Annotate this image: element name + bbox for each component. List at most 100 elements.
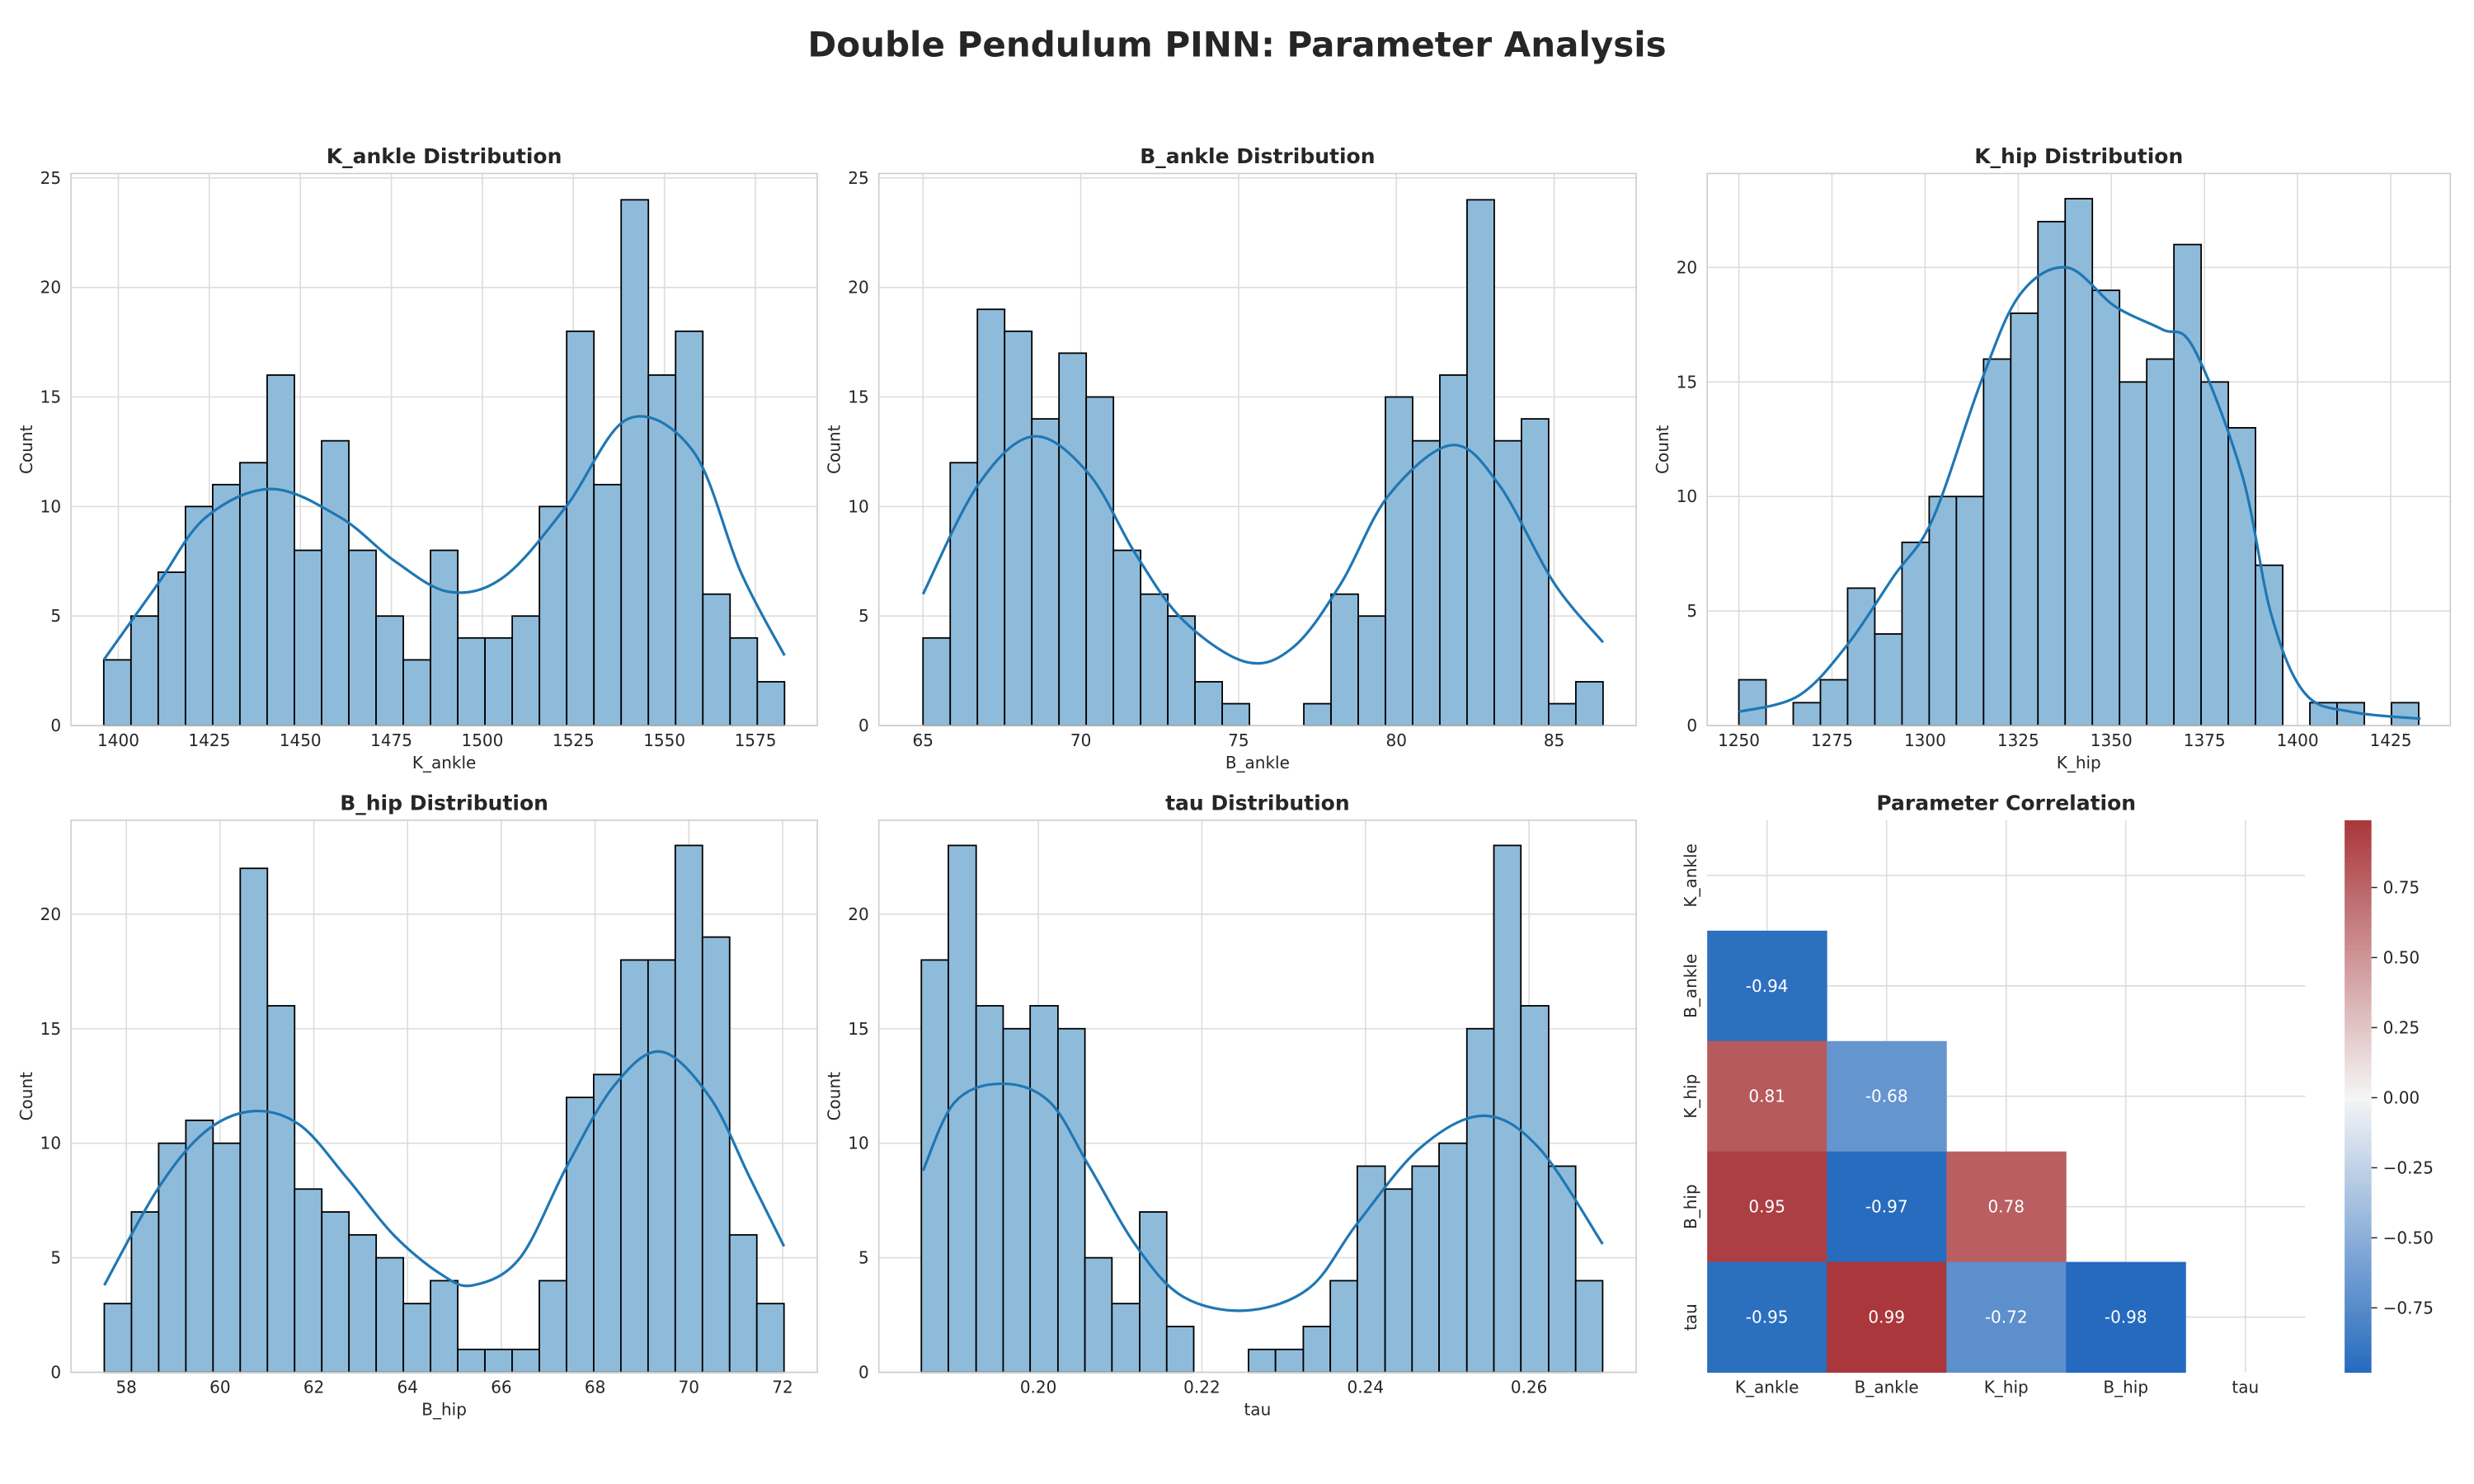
bar [1412,439,1441,727]
bar [1384,1188,1413,1374]
colorbar-strip [2345,972,2372,978]
x-tick-label: 68 [585,1378,605,1397]
bar [1901,541,1931,727]
x-tick-label: 75 [1228,730,1249,750]
colorbar-strip [2345,1165,2372,1171]
bar [266,374,295,727]
x-tick-label: 1575 [735,730,777,750]
colorbar-strip [2345,871,2372,876]
bar [1738,679,1767,727]
cell-annotation: -0.95 [1746,1308,1789,1327]
colorbar-strip [2345,912,2372,918]
colorbar-strip [2345,885,2372,890]
colorbar-strip [2345,857,2372,862]
x-tick-label: 1425 [2370,730,2412,750]
y-tick-label: 20 [1677,257,1697,277]
colorbar-strip [2345,1092,2372,1097]
colorbar-strip [2345,1289,2372,1295]
colorbar-strip [2345,866,2372,871]
bar [1439,374,1468,727]
bar [922,636,952,727]
colorbar-strip [2345,1008,2372,1014]
colorbar-strip [2345,1064,2372,1069]
x-tick-label: 0.22 [1183,1378,1221,1397]
x-tick-label: 72 [772,1378,793,1397]
colorbar-strip [2345,862,2372,867]
colorbar-strip [2345,1115,2372,1120]
x-tick-label: 1325 [1997,730,2039,750]
x-axis-label: B_hip [421,1400,467,1420]
x-tick-label: 1450 [280,730,322,750]
bar [375,1256,405,1374]
x-axis-label: B_ankle [1225,753,1290,773]
colorbar-strip [2345,976,2372,982]
colorbar-strip [2345,1142,2372,1148]
colorbar-strip [2345,1215,2372,1221]
bar [2037,220,2067,727]
x-tick-label: tau [2232,1378,2259,1397]
heatmap-cell [1946,1151,2067,1263]
kde-line [921,434,1605,665]
x-axis-label: tau [1244,1400,1271,1420]
x-tick-label: 85 [1544,730,1564,750]
x-tick-label: 1350 [2091,730,2133,750]
colorbar-strip [2345,898,2372,904]
colorbar-strip [2345,1202,2372,1208]
colorbar-tick-label: 0.00 [2383,1087,2420,1107]
kde-line [103,1050,786,1288]
bar [2010,312,2039,727]
colorbar-tick-label: −0.25 [2383,1158,2434,1177]
x-tick-label: 58 [115,1378,136,1397]
y-tick-label: 5 [1686,601,1697,621]
colorbar-strip [2345,939,2372,946]
colorbar-strip [2345,1331,2372,1336]
heatmap-cell [1827,1040,1947,1153]
bar [1085,396,1115,727]
colorbar-strip [2345,1082,2372,1088]
y-axis-label: Count [16,1072,36,1121]
bar [294,549,322,727]
bar [375,615,404,727]
colorbar-strip [2345,1151,2372,1157]
colorbar-strip [2345,1349,2372,1355]
bar [157,571,186,727]
colorbar-strip [2345,1128,2372,1134]
bar [1465,1027,1495,1374]
bar [129,615,159,727]
heatmap-cell [2066,1261,2186,1374]
y-tick-label: B_hip [1681,1184,1700,1229]
colorbar-strip [2345,1266,2372,1272]
cell-annotation: 0.99 [1868,1308,1905,1327]
bar [1792,702,1822,727]
colorbar-strip [2345,1354,2372,1360]
y-tick-label: 20 [848,278,868,298]
x-tick-label: 65 [913,730,934,750]
colorbar-strip [2345,1096,2372,1101]
bar [484,636,514,727]
bar [158,1142,187,1374]
bar [1329,1280,1358,1374]
x-tick-label: 0.26 [1511,1378,1548,1397]
y-tick-label: 10 [1677,486,1697,506]
colorbar-strip [2345,1234,2372,1240]
subplot-title: B_hip Distribution [340,791,548,815]
colorbar-strip [2345,994,2372,1001]
bar [1302,1326,1332,1374]
x-tick-label: 70 [1070,730,1091,750]
colorbar-strip [2345,935,2372,941]
x-tick-label: 1400 [2277,730,2319,750]
bar [2200,381,2229,727]
x-axis-label: K_hip [2057,753,2101,773]
colorbar-strip [2345,1317,2372,1322]
colorbar-strip [2345,1197,2372,1203]
y-tick-label: 25 [848,168,868,188]
bar [674,844,703,1374]
y-tick-label: B_ankle [1681,954,1700,1018]
colorbar-strip [2345,1206,2372,1212]
x-tick-label: 64 [397,1378,418,1397]
colorbar-strip [2345,907,2372,913]
cell-annotation: -0.94 [1746,976,1789,996]
y-axis-label: Count [16,425,36,474]
colorbar-strip [2345,1243,2372,1249]
bar [1056,1027,1086,1374]
